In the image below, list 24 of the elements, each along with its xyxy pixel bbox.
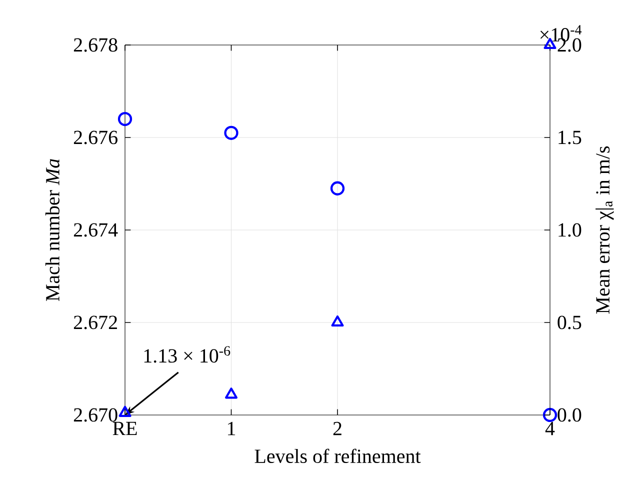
y-tick-label: 2.672: [74, 316, 117, 330]
y2-tick-label: 1.5: [558, 130, 582, 144]
y-tick-label: 2.674: [74, 223, 118, 237]
annotation: 1.13 × 10$^{-6}$: [144, 346, 230, 363]
point: [224, 126, 238, 140]
y-tick-label: 2.676: [74, 130, 118, 144]
point: [542, 408, 558, 422]
y2-tick-label: 1.0: [558, 223, 582, 237]
x-tick-label: 2: [333, 422, 342, 436]
point: [118, 406, 132, 417]
x-tick-label: RE: [112, 422, 137, 436]
point: [331, 315, 344, 327]
x-axis-title: Levels of refinement: [254, 448, 421, 464]
point: [330, 181, 345, 196]
y2-tick-label: 0.5: [558, 316, 582, 330]
x-tick-label: 1: [228, 422, 236, 436]
point: [118, 112, 132, 126]
y-tick-label: 2.670: [74, 408, 118, 422]
y-tick-label: 2.678: [74, 38, 118, 52]
x-tick-label: 4: [545, 422, 555, 436]
y2-tick-label: 0.0: [558, 408, 582, 422]
point: [224, 388, 238, 399]
y-axis-title: Mach number Ma: [45, 159, 60, 302]
y2-axis-title: Mean error χ|$_{a}$ in m/s: [596, 146, 614, 314]
